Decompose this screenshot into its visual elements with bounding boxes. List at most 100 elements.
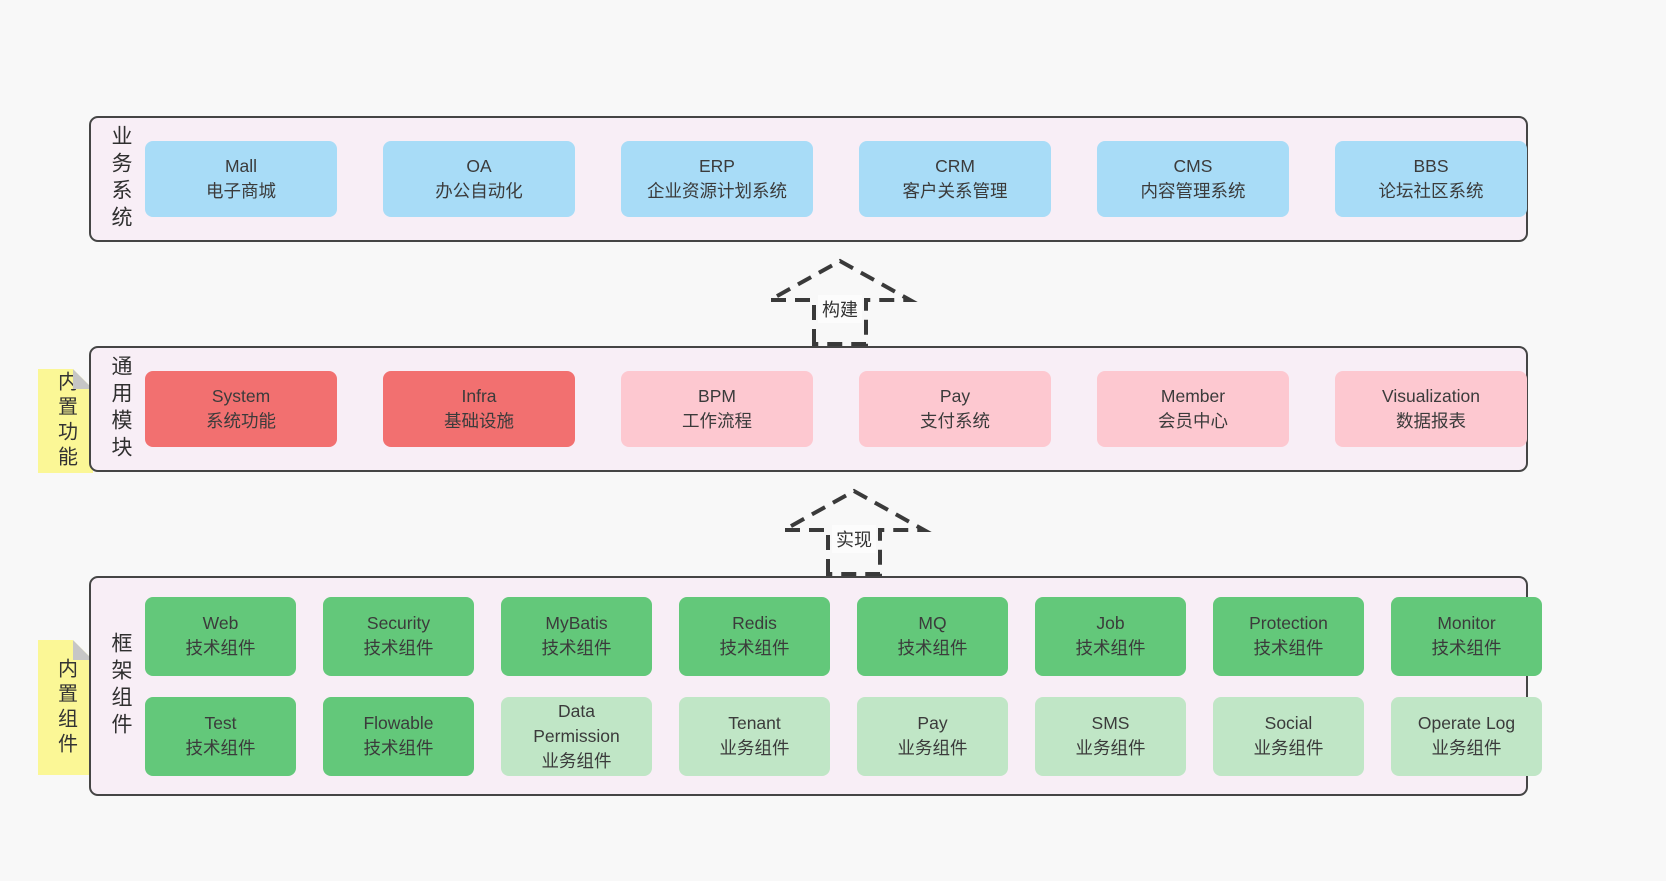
box-sms: SMS 业务组件 (1035, 696, 1186, 776)
box-title: Job (1096, 613, 1125, 633)
box-social: Social 业务组件 (1213, 696, 1364, 776)
box-subtitle: 技术组件 (1431, 638, 1502, 658)
box-cms: CMS 内容管理系统 (1097, 141, 1289, 217)
arrow-label: 构建 (818, 295, 862, 323)
box-redis: Redis 技术组件 (679, 596, 830, 676)
box-subtitle: 业务组件 (1253, 738, 1324, 758)
band-label-common-modules: 通用模块 (109, 355, 132, 463)
sticky-label: 内置组件 (54, 657, 77, 758)
box-title: Data Permission (533, 700, 620, 746)
business-systems-row: Mall 电子商城 OA 办公自动化 ERP 企业资源计划系统 CRM 客户关系… (145, 141, 1527, 217)
sticky-note-builtin-features: 内置功能 (38, 369, 93, 473)
box-job: Job 技术组件 (1035, 596, 1186, 676)
box-oa: OA 办公自动化 (383, 141, 575, 217)
arrow-implement: 实现 (776, 485, 932, 577)
box-bbs: BBS 论坛社区系统 (1335, 141, 1527, 217)
box-title: Security (366, 613, 431, 633)
band-label-business-systems: 业务系统 (109, 125, 132, 233)
box-title: Monitor (1437, 613, 1496, 633)
band-common-modules: 通用模块 System 系统功能 Infra 基础设施 BPM 工作流程 Pay… (89, 346, 1528, 472)
box-subtitle: 技术组件 (719, 638, 790, 658)
box-subtitle: 会员中心 (1158, 411, 1228, 431)
box-title: Member (1160, 386, 1226, 406)
arrow-build: 构建 (762, 255, 918, 347)
box-subtitle: 技术组件 (185, 738, 256, 758)
box-subtitle: 论坛社区系统 (1378, 181, 1484, 201)
dashed-up-arrow-icon (762, 258, 918, 346)
box-title: Social (1264, 713, 1313, 733)
box-monitor: Monitor 技术组件 (1391, 596, 1542, 676)
box-title: Redis (732, 613, 777, 633)
box-title: Pay (917, 713, 948, 733)
box-title: Tenant (728, 713, 781, 733)
box-mybatis: MyBatis 技术组件 (501, 596, 652, 676)
box-title: Flowable (363, 713, 434, 733)
box-system: System 系统功能 (145, 371, 337, 447)
box-title: BBS (1413, 156, 1449, 176)
box-test: Test 技术组件 (145, 696, 296, 776)
arrow-label: 实现 (832, 525, 876, 553)
box-title: OA (466, 156, 492, 176)
band-label-framework-components: 框架组件 (109, 632, 132, 740)
box-pay-business: Pay 业务组件 (857, 696, 1008, 776)
box-subtitle: 办公自动化 (435, 181, 523, 201)
box-subtitle: 业务组件 (897, 738, 968, 758)
box-tenant: Tenant 业务组件 (679, 696, 830, 776)
band-framework-components: 框架组件 Web 技术组件 Security 技术组件 MyBatis 技术组件… (89, 576, 1542, 796)
box-title: MyBatis (545, 613, 608, 633)
box-visualization: Visualization 数据报表 (1335, 371, 1527, 447)
box-title: CMS (1173, 156, 1213, 176)
box-title: Visualization (1382, 386, 1480, 406)
box-subtitle: 技术组件 (185, 638, 256, 658)
box-infra: Infra 基础设施 (383, 371, 575, 447)
box-title: Web (202, 613, 239, 633)
box-subtitle: 企业资源计划系统 (647, 181, 787, 201)
box-data-permission: Data Permission 业务组件 (501, 696, 652, 776)
box-subtitle: 电子商城 (206, 181, 276, 201)
band-business-systems: 业务系统 Mall 电子商城 OA 办公自动化 ERP 企业资源计划系统 CRM… (89, 116, 1528, 242)
box-security: Security 技术组件 (323, 596, 474, 676)
sticky-note-builtin-components: 内置组件 (38, 640, 93, 775)
box-title: ERP (699, 156, 735, 176)
sticky-label: 内置功能 (54, 371, 77, 471)
common-modules-row: System 系统功能 Infra 基础设施 BPM 工作流程 Pay 支付系统… (145, 371, 1527, 447)
box-member: Member 会员中心 (1097, 371, 1289, 447)
box-title: BPM (698, 386, 736, 406)
box-subtitle: 技术组件 (363, 738, 434, 758)
box-title: Infra (461, 386, 497, 406)
box-title: Mall (224, 156, 258, 176)
box-mq: MQ 技术组件 (857, 596, 1008, 676)
box-title: Test (204, 713, 237, 733)
box-subtitle: 支付系统 (920, 411, 990, 431)
box-pay: Pay 支付系统 (859, 371, 1051, 447)
box-mall: Mall 电子商城 (145, 141, 337, 217)
box-bpm: BPM 工作流程 (621, 371, 813, 447)
box-crm: CRM 客户关系管理 (859, 141, 1051, 217)
box-subtitle: 技术组件 (897, 638, 968, 658)
box-flowable: Flowable 技术组件 (323, 696, 474, 776)
box-title: CRM (935, 156, 975, 176)
box-subtitle: 工作流程 (682, 411, 752, 431)
box-title: Pay (939, 386, 971, 406)
dashed-up-arrow-icon (776, 488, 932, 576)
framework-components-row-1: Web 技术组件 Security 技术组件 MyBatis 技术组件 Redi… (145, 596, 1542, 676)
box-subtitle: 技术组件 (1075, 638, 1146, 658)
box-subtitle: 业务组件 (541, 750, 612, 771)
box-subtitle: 客户关系管理 (902, 181, 1008, 201)
box-subtitle: 技术组件 (1253, 638, 1324, 658)
box-subtitle: 系统功能 (206, 411, 276, 431)
box-subtitle: 基础设施 (444, 411, 514, 431)
box-title: Operate Log (1417, 713, 1516, 733)
box-subtitle: 技术组件 (541, 638, 612, 658)
box-erp: ERP 企业资源计划系统 (621, 141, 813, 217)
box-subtitle: 业务组件 (1431, 738, 1502, 758)
box-subtitle: 数据报表 (1396, 411, 1466, 431)
box-subtitle: 技术组件 (363, 638, 434, 658)
box-title: SMS (1091, 713, 1130, 733)
box-subtitle: 内容管理系统 (1140, 181, 1246, 201)
box-operate-log: Operate Log 业务组件 (1391, 696, 1542, 776)
box-title: System (211, 386, 271, 406)
box-title: Protection (1249, 613, 1328, 633)
box-title: MQ (918, 613, 947, 633)
